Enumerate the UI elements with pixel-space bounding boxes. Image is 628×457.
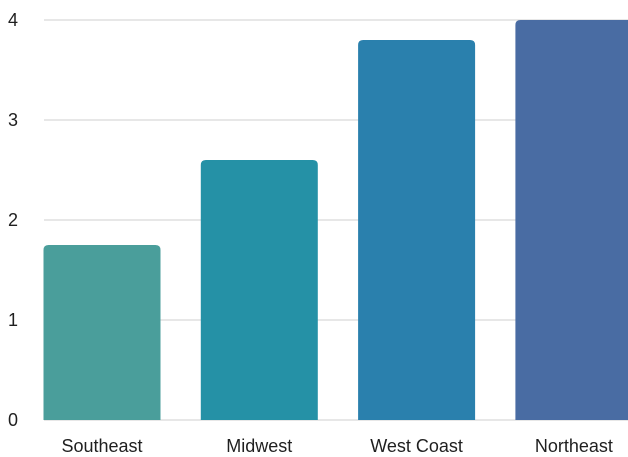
y-tick-label: 3 <box>8 110 18 130</box>
bar-southeast <box>43 245 161 420</box>
bar-layer <box>43 20 628 420</box>
y-tick-label: 1 <box>8 310 18 330</box>
y-tick-label: 2 <box>8 210 18 230</box>
label-layer: 0 1 2 3 4 Southeast Midwest West Coast Northeast <box>8 10 613 456</box>
x-tick-label: West Coast <box>370 436 463 456</box>
bar-west-coast <box>358 40 476 420</box>
y-tick-label: 0 <box>8 410 18 430</box>
x-tick-label: Northeast <box>535 436 613 456</box>
bar-northeast <box>515 20 628 420</box>
bar-midwest <box>200 160 318 420</box>
x-tick-label: Midwest <box>226 436 292 456</box>
y-tick-label: 4 <box>8 10 18 30</box>
x-tick-label: Southeast <box>61 436 142 456</box>
